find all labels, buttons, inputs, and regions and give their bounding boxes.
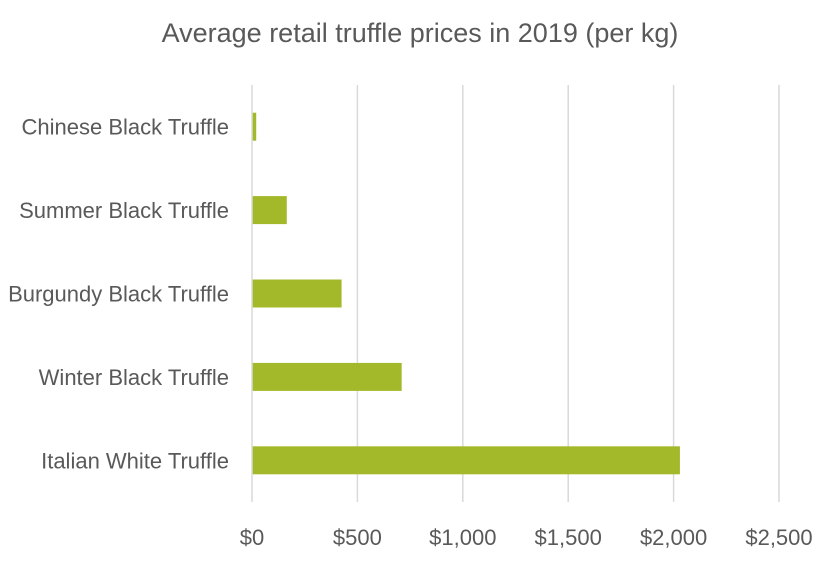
x-tick-label: $1,500 [535,525,602,550]
category-label: Burgundy Black Truffle [8,282,229,307]
bar [252,446,680,475]
gridlines [356,85,780,502]
category-label: Italian White Truffle [41,448,229,473]
category-label: Winter Black Truffle [39,365,229,390]
bar [252,196,287,225]
bars [252,112,680,475]
category-labels: Chinese Black Truffle Summer Black Truffl… [8,115,229,474]
x-tick-label: $0 [240,525,264,550]
category-label: Chinese Black Truffle [22,115,229,140]
bar [252,362,402,391]
category-label: Summer Black Truffle [19,198,229,223]
x-tick-label: $1,000 [429,525,496,550]
x-tick-label: $2,500 [745,525,812,550]
x-tick-labels: $0 $500 $1,000 $1,500 $2,000 $2,500 [240,525,813,550]
x-tick-label: $2,000 [640,525,707,550]
x-tick-label: $500 [333,525,382,550]
bar [252,112,257,141]
chart-title: Average retail truffle prices in 2019 (p… [162,18,679,48]
bar [252,279,342,308]
